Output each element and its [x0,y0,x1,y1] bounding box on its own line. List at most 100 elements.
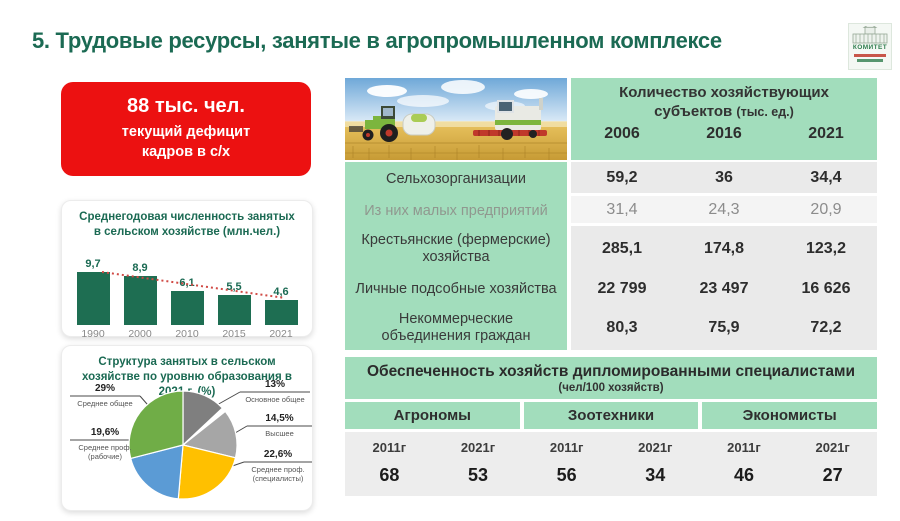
bar-year: 2010 [175,327,199,340]
education-pie-chart-card: Структура занятых в сельском хозяйстве п… [61,345,313,511]
group-header-zootechnics: Зоотехники [523,402,699,429]
bar-1990: 9,7 1990 [76,257,110,341]
pie-pct-osnovnoe-obshchee: 13% [264,379,285,390]
logo-caption: КОМИТЕТ [852,44,888,51]
bar [123,275,157,325]
combine-harvester [473,98,547,140]
subjects-row-values: 59,2 36 34,4 31,4 24,3 20,9 285,1 174,8 … [571,162,877,350]
bar-year: 2000 [128,327,152,340]
cell: 68 [379,465,400,485]
cell: 285,1 [601,240,643,257]
bar [264,299,298,325]
bar-value: 9,7 [85,257,101,270]
subjects-table-unit: (тыс. ед.) [736,104,794,119]
table-row: 22 799 23 497 16 626 [571,272,877,306]
specialists-table: Обеспеченность хозяйств дипломированными… [345,357,877,496]
row-label: Некоммерческие объединения граждан [381,311,531,344]
deficit-value: 88 тыс. чел. [127,95,245,117]
cell: 123,2 [805,240,847,257]
subjects-table: Количество хозяйствующих субъектов (тыс.… [345,78,877,350]
committee-logo: КОМИТЕТ [848,23,892,70]
bar-value: 4,6 [273,285,289,298]
field-photo [345,78,567,160]
pie-pct-sred-prof-specialisty: 22,6% [263,449,293,460]
pie-cat-osnovnoe-obshchee: Основное общее [245,395,305,404]
cell: 174,8 [703,240,745,257]
pie-cat-sred-prof-rabochie: Среднее проф. (рабочие) [78,443,132,462]
table-row: 31,4 24,3 20,9 [571,196,877,226]
cell: 36 [715,168,733,186]
table-row: 80,3 75,9 72,2 [571,306,877,350]
deficit-callout: 88 тыс. чел. текущий дефицит кадров в с/… [61,82,311,176]
pie-slice-srednee-obshchee [128,390,184,460]
col-header-2021: 2021 [808,124,844,142]
year-header: 2011г [727,440,761,455]
group-header-agronomy: Агрономы [345,402,520,429]
cell: 46 [733,465,754,485]
cell: 23 497 [699,280,749,297]
cell: 22 799 [597,280,647,297]
pie-slice-sred-prof-rabochie [129,444,184,500]
col-header-2006: 2006 [604,124,640,142]
specialists-table-unit: (чел/100 хозяйств) [558,382,664,394]
bar-2015: 5,5 2015 [217,280,251,341]
cell: 27 [822,465,843,485]
employment-bar-chart-card: Среднегодовая численность занятых в сель… [61,200,313,340]
bar [170,290,204,325]
bar-chart-title: Среднегодовая численность занятых в сель… [79,211,295,238]
bar-value: 5,5 [226,280,242,293]
cell: 56 [556,465,577,485]
tractor-with-baler [349,106,436,142]
year-header: 2021г [460,440,496,455]
row-label: Личные подсобные хозяйства [355,280,557,297]
cell: 80,3 [606,319,638,336]
subjects-row-labels: Сельхозорганизации Из них малых предприя… [345,162,567,350]
pie-cat-vysshee: Высшее [265,429,294,438]
year-header: 2011г [549,440,584,455]
cell: 75,9 [708,319,740,336]
pie-pct-vysshee: 14,5% [265,413,294,424]
logo-green-line [857,58,883,62]
bar-year: 1990 [81,327,105,340]
table-row: 59,2 36 34,4 [571,162,877,196]
page-title: 5. Трудовые ресурсы, занятые в агропромы… [32,28,722,53]
subjects-table-title: Количество хозяйствующих субъектов [619,84,829,120]
deficit-caption-line2: кадров в с/х [141,144,231,161]
table-row: 285,1 174,8 123,2 [571,226,877,272]
duma-building-icon [852,26,888,44]
bar [76,271,110,325]
bar-year: 2015 [222,327,246,340]
cell: 31,4 [606,200,638,218]
cell: 59,2 [606,168,638,186]
specialists-values: 2011г 2021г 2011г 2021г 2011г 2021г 68 5… [345,432,877,496]
bar [217,294,251,325]
cell: 53 [467,465,488,485]
bar-value: 8,9 [132,261,148,274]
cell: 16 626 [801,280,851,297]
pie-slice-sred-prof-specialisty [177,444,237,500]
pie-chart [70,390,312,500]
pie-cat-srednee-obshchee: Среднее общее [77,399,133,408]
bar-value: 6,1 [179,276,195,289]
bar-year: 2021 [269,327,293,340]
logo-red-line [854,53,886,57]
year-header: 2021г [638,440,673,455]
group-header-economists: Экономисты [702,402,877,429]
pie-slice-vysshee [181,410,238,459]
cell: 34,4 [810,168,842,186]
year-header: 2011г [372,440,407,455]
row-label: Сельхозорганизации [385,170,527,187]
deficit-caption-line1: текущий дефицит [121,124,251,140]
cell: 72,2 [810,319,842,336]
bar-chart: 9,7 1990 8,9 2000 6,1 2010 5,5 2 [62,241,312,341]
bar-2010: 6,1 2010 [170,276,204,341]
cell: 24,3 [708,200,740,218]
row-label: Из них малых предприятий [364,202,548,219]
specialists-table-title: Обеспеченность хозяйств дипломированными… [367,363,855,380]
bar-2000: 8,9 2000 [123,261,157,341]
specialists-table-header: Обеспеченность хозяйств дипломированными… [345,357,877,399]
pie-pct-srednee-obshchee: 29% [94,383,115,394]
cell: 34 [645,465,666,485]
pie-pct-sred-prof-rabochie: 19,6% [90,427,120,438]
